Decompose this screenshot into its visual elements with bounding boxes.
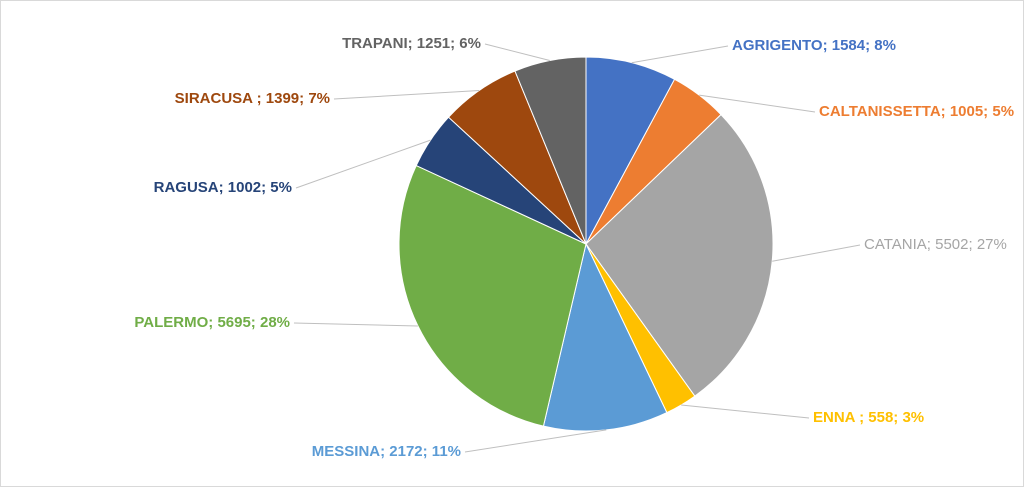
leader-line-siracusa — [333, 90, 480, 100]
data-label-ragusa: RAGUSA; 1002; 5% — [154, 179, 292, 196]
leader-line-palermo — [293, 322, 418, 327]
data-label-caltanissetta: CALTANISSETTA; 1005; 5% — [819, 103, 1014, 120]
pie-slice-trapani — [514, 56, 587, 245]
slices-layer — [398, 56, 774, 432]
data-label-agrigento: AGRIGENTO; 1584; 8% — [732, 37, 896, 54]
data-label-siracusa: SIRACUSA ; 1399; 7% — [175, 90, 330, 107]
leader-line-catania — [772, 244, 861, 262]
data-label-enna: ENNA ; 558; 3% — [813, 409, 924, 426]
data-label-messina: MESSINA; 2172; 11% — [312, 443, 461, 460]
data-label-catania: CATANIA; 5502; 27% — [864, 236, 1007, 253]
data-label-trapani: TRAPANI; 1251; 6% — [342, 35, 481, 52]
leader-line-agrigento — [631, 45, 729, 64]
leader-line-caltanissetta — [699, 94, 816, 113]
labels-layer: AGRIGENTO; 1584; 8% CALTANISSETTA; 1005; … — [134, 35, 1014, 460]
pie-slice-palermo — [398, 164, 587, 427]
leader-line-trapani — [484, 43, 550, 61]
leader-line-enna — [681, 404, 810, 419]
pie-slice-agrigento — [585, 56, 676, 245]
data-label-palermo: PALERMO; 5695; 28% — [134, 314, 290, 331]
pie-slice-catania — [585, 113, 774, 397]
leader-line-messina — [464, 429, 607, 453]
leader-line-ragusa — [295, 139, 431, 189]
leader-lines-layer — [293, 43, 861, 453]
